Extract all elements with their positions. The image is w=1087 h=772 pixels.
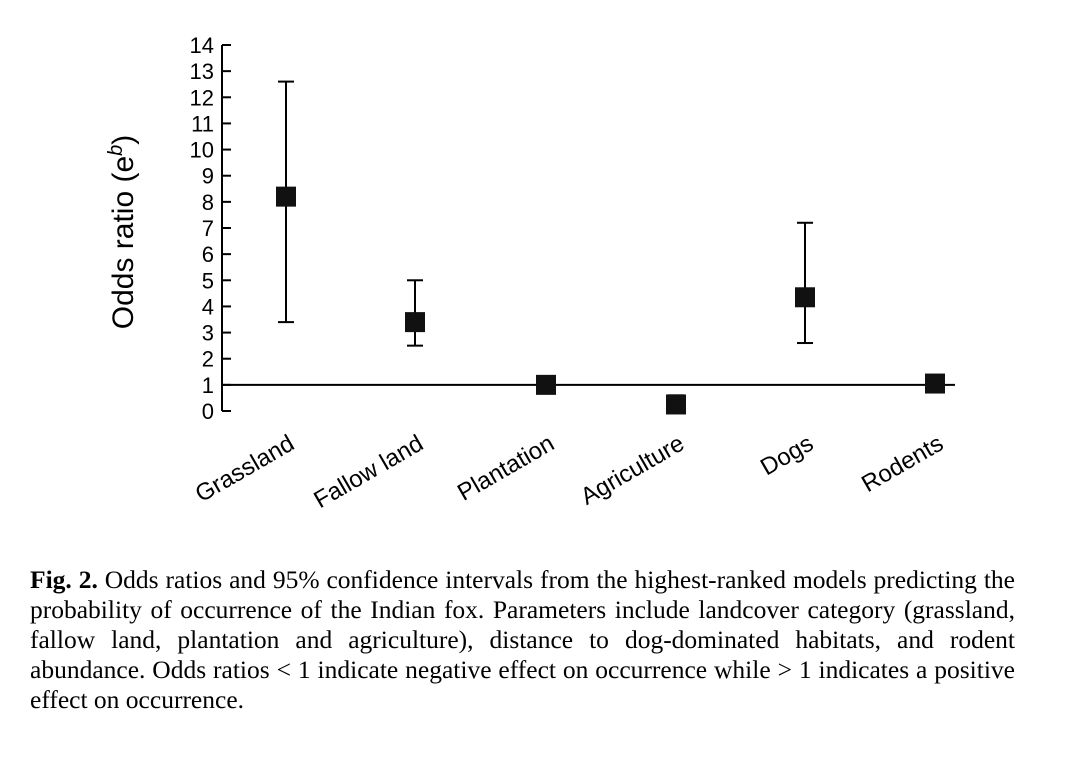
y-tick-label: 14 [190,33,214,58]
x-axis-labels: Grassland Fallow land Plantation Agricultur… [191,430,948,514]
y-tick-label: 13 [190,59,214,84]
data-point [536,374,556,395]
y-tick-label: 4 [202,294,214,319]
x-tick-label: Dogs [756,430,818,481]
figure-caption: Fig. 2. Odds ratios and 95% confidence i… [30,565,1015,715]
data-point [666,394,686,415]
y-tick-label: 6 [202,242,214,267]
y-tick-label: 7 [202,216,214,241]
y-axis-title-superscript: b [105,145,127,156]
y-tick-label: 2 [202,347,214,372]
data-point [925,373,945,394]
y-tick-label: 12 [190,85,214,110]
data-point [405,312,425,333]
y-tick-label: 10 [190,138,214,163]
y-axis-title: Odds ratio (eb) [105,135,140,330]
y-axis-title-main: Odds ratio (e [107,156,140,329]
y-tick-label: 11 [191,111,214,136]
y-tick-label: 1 [202,373,214,398]
x-tick-label: Plantation [453,430,559,507]
x-tick-label: Rodents [857,430,948,498]
y-tick-label: 5 [202,268,214,293]
data-point [795,287,815,308]
x-tick-label: Agriculture [576,430,689,511]
x-tick-label: Grassland [191,430,299,508]
data-point [276,186,296,207]
caption-text: Odds ratios and 95% confidence intervals… [30,565,1016,714]
y-tick-label: 8 [202,190,214,215]
y-tick-label: 3 [202,321,214,346]
data-marks [276,80,945,415]
y-axis-title-close: ) [107,135,140,145]
y-tick-label: 9 [202,164,214,189]
x-tick-label: Fallow land [309,430,428,514]
caption-lead: Fig. 2. [30,565,98,594]
y-tick-label: 0 [202,399,214,424]
